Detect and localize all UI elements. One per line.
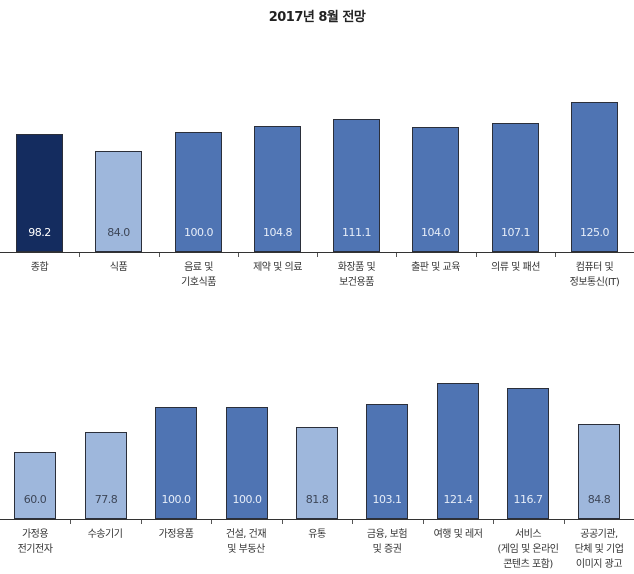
axis-tick bbox=[141, 520, 142, 524]
bar: 121.4 bbox=[437, 383, 479, 519]
axis-tick bbox=[282, 520, 283, 524]
category-label: 가정용품 bbox=[158, 529, 194, 540]
category-label: 유통 bbox=[308, 529, 326, 540]
bar: 84.0 bbox=[95, 151, 142, 252]
axis-tick bbox=[493, 520, 494, 524]
category-label: 건설, 건재 및 부동산 bbox=[225, 529, 267, 555]
bar-value-label: 116.7 bbox=[513, 492, 544, 506]
bar-value-label: 104.8 bbox=[263, 225, 293, 239]
bar-value-label: 100.0 bbox=[232, 493, 263, 506]
category-label: 공공기관, 단체 및 기업 이미지 광고 bbox=[574, 529, 624, 570]
bar-value-label: 121.4 bbox=[443, 492, 474, 506]
bar: 104.0 bbox=[412, 127, 459, 252]
x-axis-line bbox=[0, 252, 634, 253]
bar-value-label: 107.1 bbox=[501, 225, 531, 239]
bar-value-label: 77.8 bbox=[94, 492, 118, 506]
axis-tick bbox=[564, 520, 565, 524]
category-label: 금융, 보험 및 증권 bbox=[366, 529, 408, 555]
axis-tick bbox=[79, 253, 80, 257]
axis-tick bbox=[211, 520, 212, 524]
category-label: 화장품 및 보건용품 bbox=[337, 262, 376, 288]
bar: 84.8 bbox=[578, 424, 620, 519]
bar: 77.8 bbox=[85, 431, 127, 519]
bar: 100.0 bbox=[226, 407, 268, 519]
axis-tick bbox=[396, 253, 397, 257]
bar-value-label: 100.0 bbox=[161, 493, 192, 506]
category-label: 수송기기 bbox=[87, 529, 123, 540]
category-label: 식품 bbox=[109, 262, 128, 273]
bar-value-label: 84.8 bbox=[587, 492, 611, 506]
category-label: 가정용 전기전자 bbox=[17, 529, 53, 555]
chart-title: 2017년 8월 전망 bbox=[268, 10, 366, 25]
axis-tick bbox=[238, 253, 239, 257]
bar: 116.7 bbox=[507, 388, 549, 519]
bar: 100.0 bbox=[155, 407, 197, 519]
top-bar-chart: 98.2 종합 84.0 식품 100.0 음료 및 기호식품 104.8 제약 및 의료 11… bbox=[0, 102, 634, 288]
x-axis-line bbox=[0, 519, 634, 520]
bar-value-label: 84.0 bbox=[107, 225, 130, 239]
bar-value-label: 98.2 bbox=[28, 225, 51, 239]
category-label: 제약 및 의료 bbox=[253, 262, 302, 273]
bar-value-label: 100.0 bbox=[184, 226, 214, 239]
category-label: 서비스 (게임 및 온라인 콘텐츠 포함) bbox=[497, 529, 559, 570]
bar-value-label: 103.1 bbox=[372, 492, 403, 506]
axis-tick bbox=[70, 520, 71, 524]
axis-tick bbox=[555, 253, 556, 257]
axis-tick bbox=[159, 253, 160, 257]
bar-value-label: 81.8 bbox=[305, 492, 329, 506]
bar: 98.2 bbox=[16, 134, 63, 252]
axis-tick bbox=[352, 520, 353, 524]
bar: 111.1 bbox=[333, 118, 380, 252]
axis-tick bbox=[476, 253, 477, 257]
bar: 103.1 bbox=[366, 403, 408, 519]
category-label: 여행 및 레저 bbox=[433, 529, 483, 540]
bar-value-label: 111.1 bbox=[342, 225, 372, 239]
bar: 104.8 bbox=[254, 126, 301, 252]
axis-tick bbox=[423, 520, 424, 524]
category-label: 출판 및 교육 bbox=[411, 262, 460, 273]
category-label: 컴퓨터 및 정보통신(IT) bbox=[569, 262, 620, 288]
bar: 100.0 bbox=[175, 132, 222, 252]
bar-value-label: 125.0 bbox=[580, 226, 610, 239]
bar: 60.0 bbox=[14, 451, 56, 519]
axis-tick bbox=[317, 253, 318, 257]
bar-value-label: 60.0 bbox=[23, 492, 47, 506]
category-label: 종합 bbox=[30, 262, 49, 273]
bar: 125.0 bbox=[571, 102, 618, 252]
bar: 81.8 bbox=[296, 427, 338, 519]
bar-value-label: 104.0 bbox=[421, 225, 451, 239]
category-label: 음료 및 기호식품 bbox=[181, 262, 216, 288]
category-label: 의류 및 패션 bbox=[491, 262, 540, 273]
bar: 107.1 bbox=[492, 123, 539, 252]
